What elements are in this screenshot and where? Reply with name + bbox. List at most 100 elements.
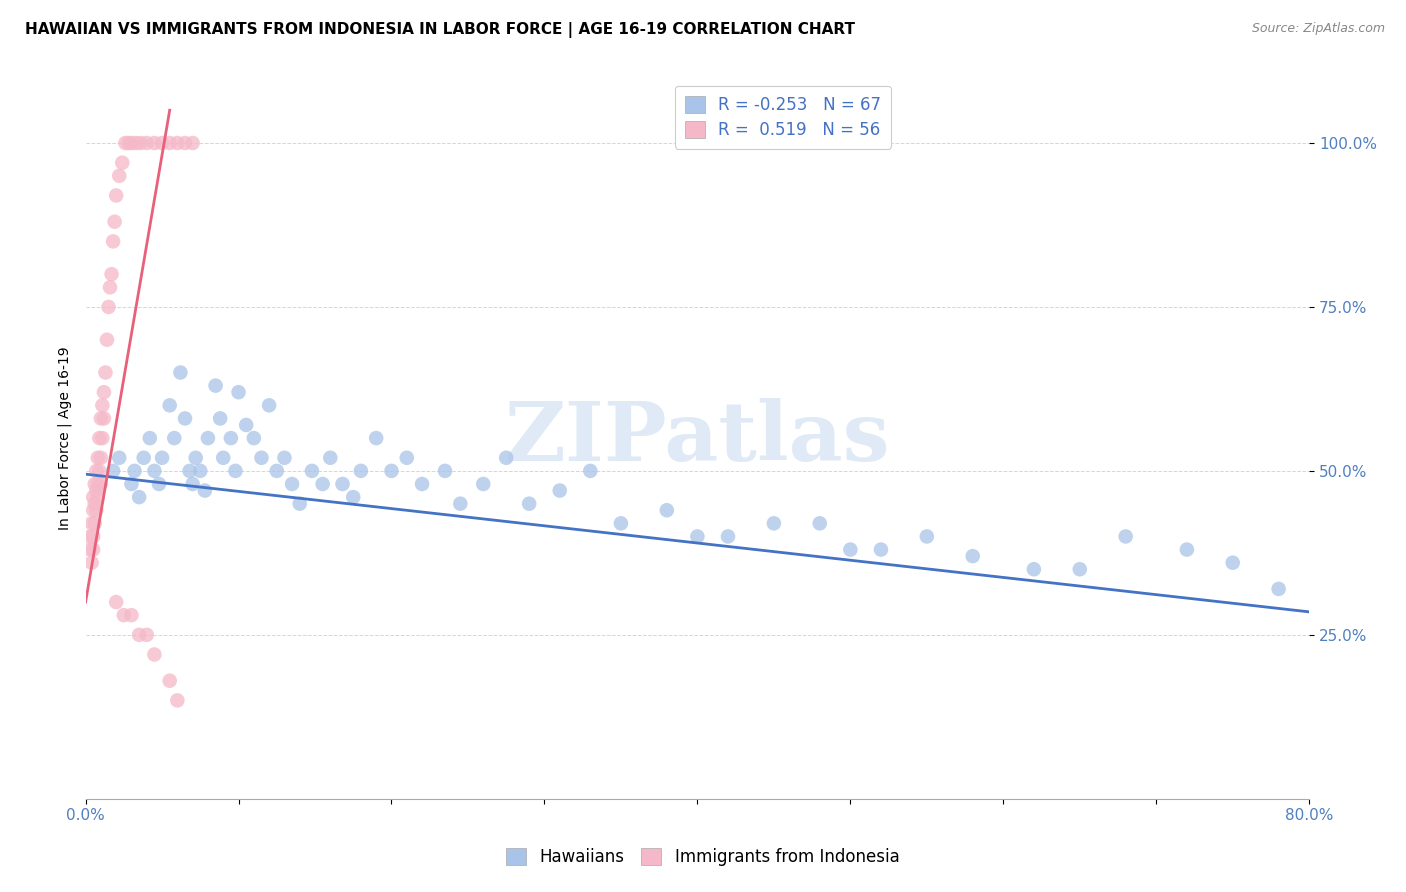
Point bbox=[79, 542, 101, 557]
Point bbox=[89, 464, 111, 478]
Point bbox=[150, 450, 173, 465]
Point bbox=[105, 188, 128, 202]
Point bbox=[90, 411, 112, 425]
Point bbox=[120, 477, 142, 491]
Point bbox=[243, 431, 266, 445]
Point bbox=[128, 628, 150, 642]
Point bbox=[166, 693, 188, 707]
Point bbox=[94, 366, 117, 380]
Point bbox=[159, 398, 181, 412]
Point bbox=[472, 477, 495, 491]
Text: Source: ZipAtlas.com: Source: ZipAtlas.com bbox=[1251, 22, 1385, 36]
Point bbox=[120, 608, 142, 623]
Point bbox=[139, 431, 162, 445]
Point bbox=[495, 450, 517, 465]
Point bbox=[228, 385, 250, 400]
Point bbox=[174, 136, 197, 150]
Point bbox=[366, 431, 388, 445]
Point bbox=[1069, 562, 1091, 576]
Point bbox=[83, 516, 105, 531]
Point bbox=[610, 516, 633, 531]
Point bbox=[79, 529, 101, 543]
Point bbox=[434, 464, 457, 478]
Point bbox=[281, 477, 304, 491]
Point bbox=[83, 497, 105, 511]
Point bbox=[84, 503, 107, 517]
Point bbox=[83, 477, 105, 491]
Y-axis label: In Labor Force | Age 16-19: In Labor Force | Age 16-19 bbox=[58, 346, 72, 530]
Point bbox=[181, 136, 204, 150]
Point bbox=[82, 490, 104, 504]
Point bbox=[120, 136, 142, 150]
Point bbox=[163, 431, 186, 445]
Point bbox=[194, 483, 217, 498]
Point bbox=[250, 450, 273, 465]
Point bbox=[80, 556, 103, 570]
Point bbox=[184, 450, 207, 465]
Point bbox=[98, 280, 121, 294]
Point bbox=[91, 398, 114, 412]
Point bbox=[90, 477, 112, 491]
Point bbox=[84, 464, 107, 478]
Point bbox=[96, 333, 118, 347]
Point bbox=[84, 483, 107, 498]
Point bbox=[350, 464, 373, 478]
Point bbox=[87, 477, 110, 491]
Point bbox=[114, 136, 136, 150]
Point bbox=[1267, 582, 1289, 596]
Point bbox=[181, 477, 204, 491]
Point bbox=[197, 431, 219, 445]
Point bbox=[129, 136, 152, 150]
Point bbox=[655, 503, 678, 517]
Point bbox=[266, 464, 288, 478]
Point bbox=[82, 542, 104, 557]
Point bbox=[108, 169, 131, 183]
Point bbox=[89, 431, 111, 445]
Point bbox=[224, 464, 246, 478]
Point bbox=[1175, 542, 1198, 557]
Point bbox=[219, 431, 242, 445]
Point bbox=[112, 608, 135, 623]
Point bbox=[449, 497, 471, 511]
Point bbox=[159, 673, 181, 688]
Point bbox=[686, 529, 709, 543]
Point bbox=[148, 477, 170, 491]
Point bbox=[179, 464, 201, 478]
Point bbox=[1222, 556, 1244, 570]
Point bbox=[962, 549, 984, 563]
Point bbox=[101, 464, 124, 478]
Point bbox=[100, 267, 122, 281]
Point bbox=[808, 516, 831, 531]
Point bbox=[143, 464, 166, 478]
Point bbox=[319, 450, 342, 465]
Point bbox=[411, 477, 433, 491]
Point bbox=[204, 378, 226, 392]
Point bbox=[128, 490, 150, 504]
Point bbox=[82, 503, 104, 517]
Point bbox=[1022, 562, 1045, 576]
Point bbox=[87, 450, 110, 465]
Point bbox=[380, 464, 402, 478]
Point bbox=[125, 136, 148, 150]
Point bbox=[311, 477, 333, 491]
Point bbox=[212, 450, 235, 465]
Point bbox=[169, 366, 191, 380]
Point bbox=[101, 235, 124, 249]
Point bbox=[159, 136, 181, 150]
Point bbox=[915, 529, 938, 543]
Point bbox=[132, 450, 155, 465]
Point bbox=[288, 497, 311, 511]
Point bbox=[91, 431, 114, 445]
Point bbox=[332, 477, 354, 491]
Point bbox=[90, 450, 112, 465]
Point bbox=[548, 483, 571, 498]
Text: HAWAIIAN VS IMMIGRANTS FROM INDONESIA IN LABOR FORCE | AGE 16-19 CORRELATION CHA: HAWAIIAN VS IMMIGRANTS FROM INDONESIA IN… bbox=[25, 22, 855, 38]
Point bbox=[117, 136, 139, 150]
Point bbox=[342, 490, 364, 504]
Point bbox=[135, 136, 157, 150]
Point bbox=[579, 464, 602, 478]
Point bbox=[93, 411, 115, 425]
Point bbox=[93, 385, 115, 400]
Point bbox=[395, 450, 418, 465]
Point bbox=[870, 542, 893, 557]
